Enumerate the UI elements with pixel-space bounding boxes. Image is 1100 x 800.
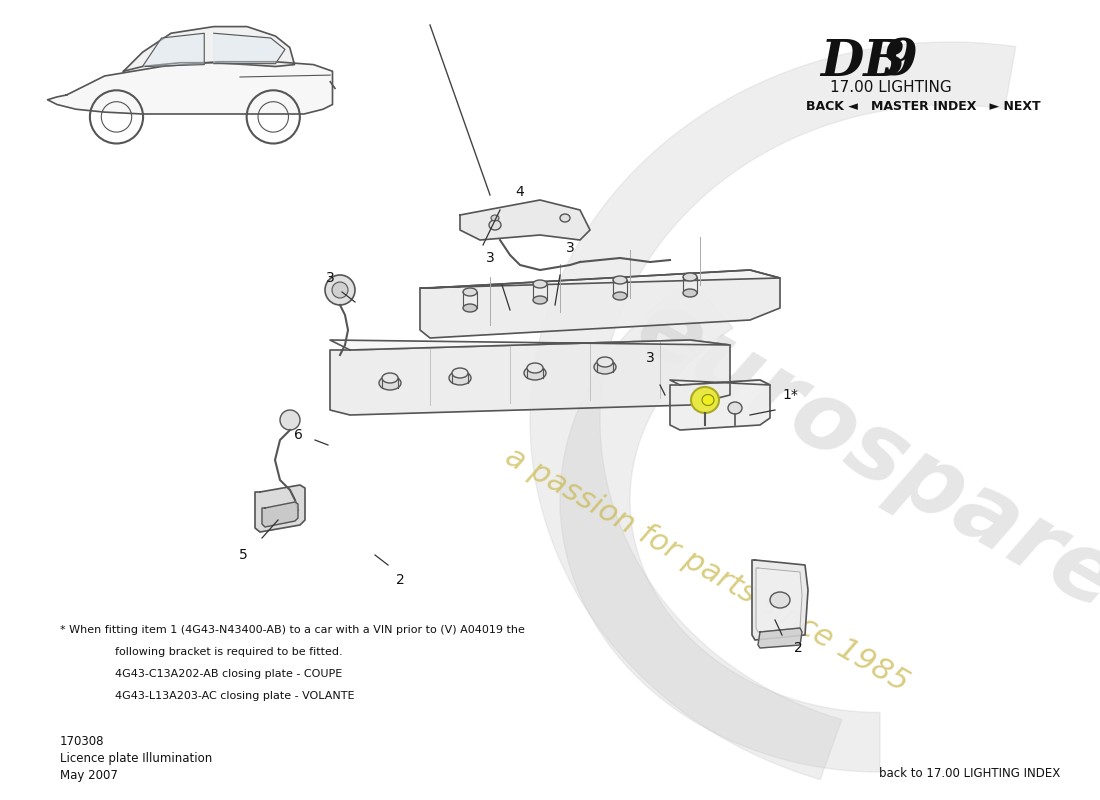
Text: a passion for parts since 1985: a passion for parts since 1985	[500, 442, 914, 698]
Polygon shape	[758, 628, 802, 648]
Text: back to 17.00 LIGHTING INDEX: back to 17.00 LIGHTING INDEX	[879, 767, 1060, 780]
Text: DB: DB	[820, 38, 905, 87]
Polygon shape	[47, 62, 332, 114]
Text: 3: 3	[565, 241, 574, 255]
Polygon shape	[560, 280, 880, 772]
Circle shape	[324, 275, 355, 305]
Polygon shape	[420, 270, 780, 338]
Polygon shape	[123, 26, 295, 71]
Polygon shape	[670, 380, 770, 385]
Ellipse shape	[534, 280, 547, 288]
Ellipse shape	[560, 214, 570, 222]
Text: 170308: 170308	[60, 735, 104, 748]
Polygon shape	[143, 34, 205, 66]
Ellipse shape	[613, 276, 627, 284]
Ellipse shape	[691, 387, 719, 413]
Text: 5: 5	[239, 548, 248, 562]
Text: * When fitting item 1 (4G43-N43400-AB) to a car with a VIN prior to (V) A04019 t: * When fitting item 1 (4G43-N43400-AB) t…	[60, 625, 525, 635]
Ellipse shape	[728, 402, 743, 414]
Ellipse shape	[463, 288, 477, 296]
Ellipse shape	[527, 363, 543, 373]
Text: 1*: 1*	[782, 388, 797, 402]
Ellipse shape	[449, 371, 471, 385]
Polygon shape	[213, 34, 285, 64]
Polygon shape	[530, 42, 1015, 779]
Ellipse shape	[594, 360, 616, 374]
Text: 3: 3	[326, 271, 334, 285]
Ellipse shape	[613, 292, 627, 300]
Ellipse shape	[683, 273, 697, 281]
Ellipse shape	[524, 366, 546, 380]
Text: 3: 3	[485, 251, 494, 265]
Ellipse shape	[683, 289, 697, 297]
Polygon shape	[255, 485, 305, 532]
Polygon shape	[752, 560, 808, 640]
Ellipse shape	[382, 373, 398, 383]
Ellipse shape	[534, 296, 547, 304]
Text: 17.00 LIGHTING: 17.00 LIGHTING	[830, 80, 952, 95]
Text: 4: 4	[516, 185, 525, 199]
Text: 6: 6	[294, 428, 302, 442]
Circle shape	[280, 410, 300, 430]
Circle shape	[332, 282, 348, 298]
Ellipse shape	[491, 215, 499, 221]
Polygon shape	[420, 270, 780, 288]
Ellipse shape	[452, 368, 468, 378]
Text: 3: 3	[646, 351, 654, 365]
Ellipse shape	[597, 357, 613, 367]
Polygon shape	[330, 340, 730, 415]
Polygon shape	[670, 380, 770, 430]
Text: eurospares: eurospares	[620, 281, 1100, 659]
Polygon shape	[262, 502, 298, 527]
Text: 9: 9	[883, 38, 917, 87]
Ellipse shape	[379, 376, 401, 390]
Text: Licence plate Illumination: Licence plate Illumination	[60, 752, 212, 765]
Text: 2: 2	[793, 641, 802, 655]
Polygon shape	[756, 568, 802, 632]
Text: BACK ◄   MASTER INDEX   ► NEXT: BACK ◄ MASTER INDEX ► NEXT	[806, 100, 1041, 113]
Ellipse shape	[702, 394, 714, 406]
Ellipse shape	[463, 304, 477, 312]
Polygon shape	[460, 200, 590, 240]
Polygon shape	[330, 340, 730, 350]
Ellipse shape	[490, 220, 500, 230]
Ellipse shape	[770, 592, 790, 608]
Text: 2: 2	[396, 573, 405, 587]
Text: following bracket is required to be fitted.: following bracket is required to be fitt…	[116, 647, 342, 657]
Text: May 2007: May 2007	[60, 769, 118, 782]
Text: 4G43-L13A203-AC closing plate - VOLANTE: 4G43-L13A203-AC closing plate - VOLANTE	[116, 691, 354, 701]
Text: 4G43-C13A202-AB closing plate - COUPE: 4G43-C13A202-AB closing plate - COUPE	[116, 669, 342, 679]
